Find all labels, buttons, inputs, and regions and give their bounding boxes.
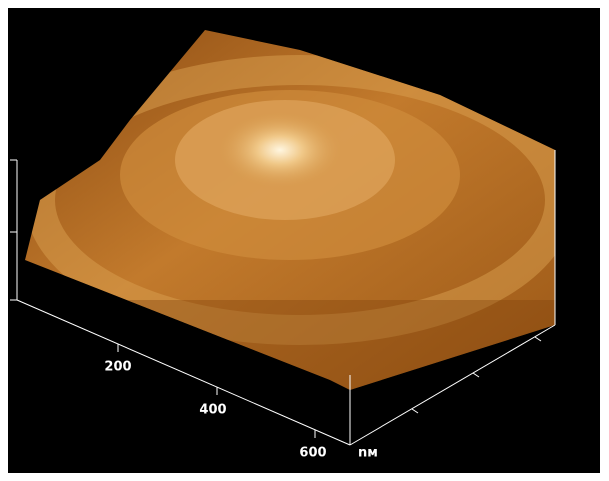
tick-label: 400 bbox=[199, 403, 226, 418]
tick-label: 200 bbox=[104, 360, 131, 375]
unit-label: nм bbox=[358, 446, 378, 461]
afm-view: 200 400 600 nм bbox=[0, 0, 609, 481]
tick-label: 600 bbox=[299, 446, 326, 461]
